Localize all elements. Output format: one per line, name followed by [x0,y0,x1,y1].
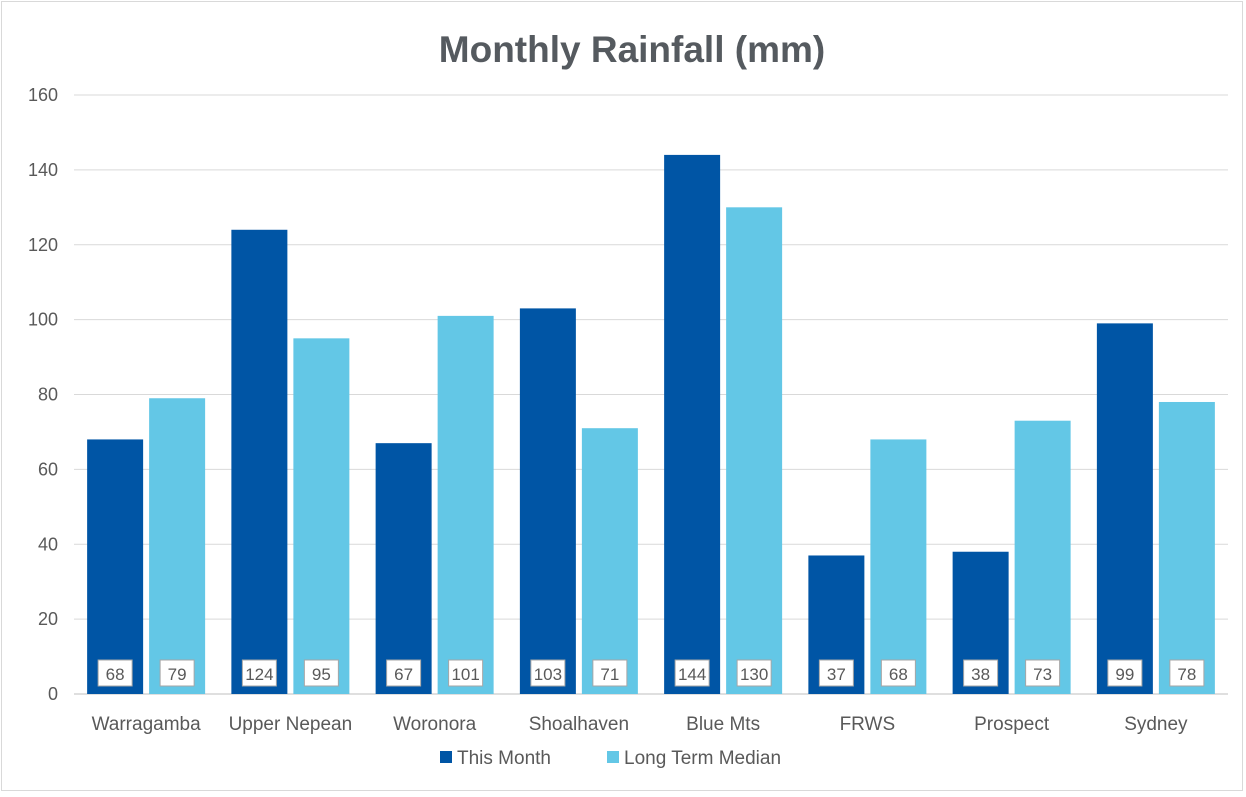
bar-long-term-median [1158,401,1215,694]
bar-long-term-median [1014,420,1071,694]
x-tick-label: Sydney [1124,714,1188,735]
data-label-box [818,659,854,687]
bar-long-term-median [437,315,494,694]
y-tick-label: 80 [38,385,58,405]
data-label-box [159,659,195,687]
y-tick-label: 0 [48,684,58,704]
bar-long-term-median [293,338,350,694]
data-label-box [1025,659,1061,687]
data-label-box [674,659,710,687]
bar-long-term-median [870,439,927,694]
legend-item: Long Term Median [607,748,781,769]
data-label: 130 [736,659,772,687]
x-tick-label: FRWS [840,714,896,735]
data-label-text: 79 [168,665,187,684]
data-label-box [530,659,566,687]
data-label-box [303,659,339,687]
y-tick-label: 140 [28,160,58,180]
data-label: 78 [1169,659,1205,687]
data-label-box [736,659,772,687]
data-label-text: 144 [678,665,706,684]
data-label-text: 68 [106,665,125,684]
chart-title: Monthly Rainfall (mm) [439,29,825,70]
y-tick-label: 20 [38,609,58,629]
x-tick-label: Woronora [393,714,477,735]
data-label-box [1107,659,1143,687]
data-label: 68 [880,659,916,687]
y-tick-label: 160 [28,85,58,105]
data-label: 73 [1025,659,1061,687]
y-tick-label: 60 [38,459,58,479]
x-axis-tick-labels: Warragamba Upper Nepean Woronora Shoalhaven… [92,714,1188,735]
x-tick-label: Blue Mts [686,714,760,735]
data-label-box [1169,659,1205,687]
data-label: 38 [963,659,999,687]
data-label: 71 [592,659,628,687]
data-label-box [386,659,422,687]
bar-this-month [1096,323,1153,694]
bar-this-month [375,443,432,694]
y-tick-label: 100 [28,310,58,330]
data-labels: 68 79 124 95 67 101 103 71 144 130 37 68 38 73 99 78 [97,659,1205,687]
data-label: 37 [818,659,854,687]
data-label-text: 124 [245,665,273,684]
data-label: 68 [97,659,133,687]
legend-swatch [607,751,619,763]
y-axis-tick-labels: 0 20 40 60 80 100 120 140 160 [28,85,58,704]
bar-this-month [664,154,721,694]
data-label-text: 37 [827,665,846,684]
data-label-box [963,659,999,687]
data-label: 103 [530,659,566,687]
bars [87,154,1215,694]
bar-long-term-median [726,207,783,694]
data-label-text: 101 [451,665,479,684]
data-label-box [241,659,277,687]
data-label-text: 73 [1033,665,1052,684]
data-label: 99 [1107,659,1143,687]
data-label: 124 [241,659,277,687]
bar-this-month [231,229,288,694]
data-label-text: 103 [534,665,562,684]
x-tick-label: Shoalhaven [529,714,629,735]
legend-swatch [440,751,452,763]
data-label-text: 78 [1177,665,1196,684]
legend-label: This Month [457,748,551,769]
data-label: 67 [386,659,422,687]
data-label-text: 95 [312,665,331,684]
data-label-box [97,659,133,687]
data-label-text: 38 [971,665,990,684]
data-label-box [880,659,916,687]
data-label: 144 [674,659,710,687]
y-tick-label: 120 [28,235,58,255]
x-tick-label: Upper Nepean [229,714,353,735]
bar-this-month [519,308,576,694]
x-tick-label: Prospect [974,714,1050,735]
data-label: 95 [303,659,339,687]
bar-long-term-median [149,398,206,694]
data-label-text: 68 [889,665,908,684]
data-label-text: 71 [600,665,619,684]
y-tick-label: 40 [38,534,58,554]
data-label: 79 [159,659,195,687]
bar-this-month [87,439,144,694]
bar-long-term-median [581,428,638,694]
data-label-text: 130 [740,665,768,684]
legend: This Month Long Term Median [440,748,781,769]
legend-label: Long Term Median [624,748,781,769]
data-label: 101 [448,659,484,687]
data-label-box [448,659,484,687]
data-label-text: 67 [394,665,413,684]
x-tick-label: Warragamba [92,714,202,735]
data-label-text: 99 [1115,665,1134,684]
data-label-box [592,659,628,687]
legend-item: This Month [440,748,551,769]
